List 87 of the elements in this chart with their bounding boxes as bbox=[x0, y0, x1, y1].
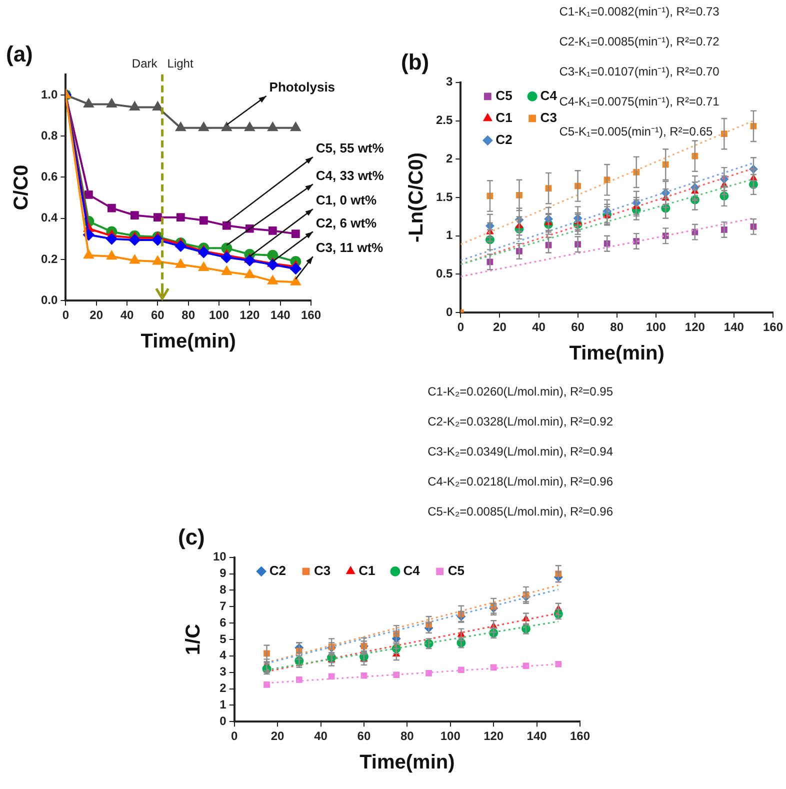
annotation: C4-K₁=0.0075(min⁻¹), R²=0.71 bbox=[559, 94, 720, 108]
x-tick-label: 80 bbox=[182, 308, 196, 322]
y-tick-label: 3 bbox=[220, 664, 227, 679]
chart-title: (a) bbox=[6, 41, 33, 66]
y-tick-label: 9 bbox=[220, 566, 227, 580]
y-tick-label: 10 bbox=[212, 550, 227, 564]
x-tick-label: 80 bbox=[610, 320, 624, 334]
legend-label: C3 bbox=[314, 562, 331, 578]
text: C3-K₂=0.0349(L/mol.min), R²=0.94 bbox=[428, 444, 614, 458]
x-tick-label: 40 bbox=[120, 308, 134, 322]
x-axis-title: Time(min) bbox=[140, 330, 236, 353]
y-tick-label: 0.0 bbox=[40, 292, 58, 307]
text: C2-K₁=0.0085(min⁻¹), R²=0.72 bbox=[559, 34, 720, 48]
text: C4, 33 wt% bbox=[316, 168, 384, 183]
x-tick-label: 100 bbox=[208, 308, 230, 322]
x-tick-label: 0 bbox=[457, 320, 464, 334]
x-tick-label: 20 bbox=[270, 729, 285, 744]
y-tick-label: 0 bbox=[220, 714, 227, 728]
x-tick-label: 20 bbox=[493, 320, 507, 334]
x-tick-label: 140 bbox=[526, 729, 548, 744]
legend-label: C5 bbox=[496, 88, 512, 103]
x-tick-label: 60 bbox=[357, 729, 371, 744]
y-tick-label: 6 bbox=[220, 615, 227, 630]
x-tick-label: 0 bbox=[231, 729, 238, 744]
y-tick-label: 0.4 bbox=[40, 210, 58, 225]
y-tick-label: 1.0 bbox=[40, 87, 58, 102]
x-tick-label: 160 bbox=[570, 729, 590, 744]
text: C1, 0 wt% bbox=[316, 192, 378, 208]
x-axis-title: Time(min) bbox=[569, 342, 664, 365]
y-tick-label: 4 bbox=[220, 648, 227, 662]
y-tick-label: 2 bbox=[220, 681, 227, 696]
y-tick-label: 0.8 bbox=[40, 128, 58, 142]
legend-label: C1 bbox=[496, 110, 512, 125]
text: Photolysis bbox=[269, 80, 336, 95]
chart-title: (b) bbox=[401, 49, 430, 74]
text: C5, 55 wt% bbox=[316, 140, 384, 156]
y-tick-label: 0.6 bbox=[40, 170, 58, 184]
x-tick-label: 120 bbox=[240, 308, 260, 322]
text: Light bbox=[167, 56, 194, 71]
legend-label: C2 bbox=[269, 562, 286, 578]
x-tick-label: 0 bbox=[62, 308, 70, 322]
x-tick-label: 80 bbox=[400, 729, 414, 744]
x-tick-label: 120 bbox=[684, 320, 706, 334]
x-tick-label: 160 bbox=[300, 308, 322, 322]
y-tick-label: 5 bbox=[220, 632, 227, 646]
legend-label: C5 bbox=[448, 562, 464, 578]
y-axis-title: 1/C bbox=[182, 624, 205, 656]
legend-label: C2 bbox=[496, 132, 512, 147]
y-tick-label: 1.5 bbox=[436, 190, 453, 204]
text: C1-K₁=0.0082(min⁻¹), R²=0.73 bbox=[559, 4, 720, 18]
x-tick-label: 100 bbox=[646, 320, 666, 334]
y-axis-title: -Ln(C/C0) bbox=[406, 152, 428, 242]
x-tick-label: 20 bbox=[90, 308, 104, 322]
y-tick-label: 3 bbox=[446, 74, 453, 89]
y-tick-label: 2.5 bbox=[436, 113, 453, 128]
y-axis-title: C/C0 bbox=[10, 164, 33, 210]
y-tick-label: 7 bbox=[220, 598, 227, 613]
text: C2, 6 wt% bbox=[316, 215, 378, 230]
x-tick-label: 160 bbox=[762, 320, 784, 334]
text: C1-K₂=0.0260(L/mol.min), R²=0.95 bbox=[428, 384, 614, 398]
text: C3-K₁=0.0107(min⁻¹), R²=0.70 bbox=[559, 64, 720, 78]
x-tick-label: 40 bbox=[532, 320, 546, 334]
legend-label: C1 bbox=[358, 562, 376, 578]
x-tick-label: 120 bbox=[484, 729, 504, 744]
x-tick-label: 40 bbox=[314, 729, 328, 744]
chart-title: (c) bbox=[178, 524, 205, 550]
x-axis-title: Time(min) bbox=[360, 752, 455, 774]
y-tick-label: 8 bbox=[220, 582, 227, 597]
x-tick-label: 140 bbox=[270, 308, 291, 322]
y-tick-label: 2 bbox=[446, 151, 453, 166]
x-tick-label: 100 bbox=[440, 729, 461, 744]
text: C3, 11 wt% bbox=[316, 240, 384, 256]
x-tick-label: 60 bbox=[571, 320, 585, 334]
legend-label: C4 bbox=[403, 562, 421, 578]
text: C5-K₂=0.0085(L/mol.min), R²=0.96 bbox=[428, 504, 614, 518]
y-tick-label: 0.5 bbox=[436, 266, 453, 281]
legend-label: C4 bbox=[540, 88, 558, 103]
y-tick-label: 0.2 bbox=[40, 252, 58, 266]
x-tick-label: 140 bbox=[724, 320, 744, 334]
text: C4-K₂=0.0218(L/mol.min), R²=0.96 bbox=[428, 474, 614, 488]
text: C2-K₂=0.0328(L/mol.min), R²=0.92 bbox=[428, 414, 614, 428]
legend-label: C3 bbox=[540, 110, 557, 125]
y-tick-label: 1 bbox=[220, 697, 227, 712]
text: Dark bbox=[132, 56, 158, 71]
annotation: C5-K₁=0.005(min⁻¹), R²=0.65 bbox=[559, 124, 713, 138]
y-tick-label: 1 bbox=[446, 228, 453, 242]
x-tick-label: 60 bbox=[150, 308, 165, 322]
